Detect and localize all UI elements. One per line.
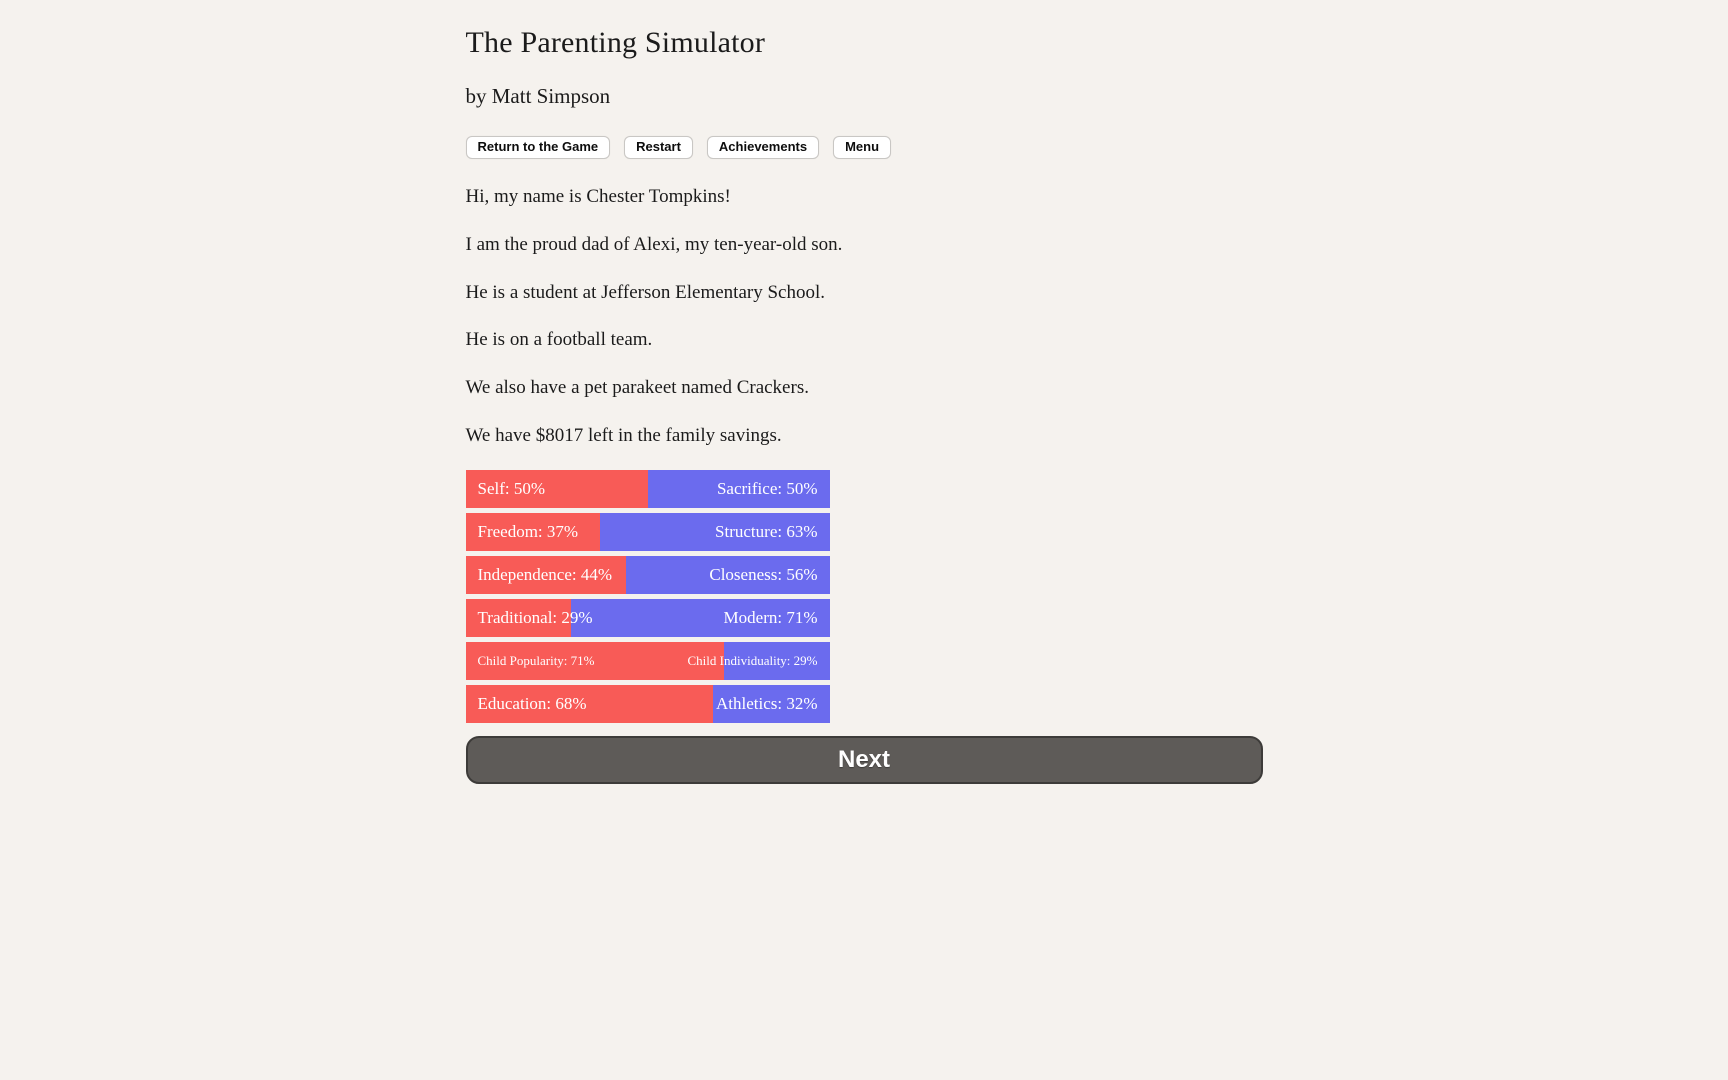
story-paragraph: We also have a pet parakeet named Cracke… [465, 376, 809, 398]
stat-right-label: Structure: 63% [715, 522, 818, 542]
stat-bars: Self: 50% Sacrifice: 50% Freedom: 37% St… [465, 470, 830, 724]
story-paragraph: We have $8017 left in the family savings… [465, 424, 782, 446]
stat-left-label: Traditional: 29% [477, 608, 593, 628]
story-paragraph: He is on a football team. [465, 329, 653, 351]
stat-left-label: Self: 50% [477, 479, 546, 499]
stat-bar-freedom-structure: Freedom: 37% Structure: 63% [465, 513, 830, 552]
stat-bar-left-fill [465, 513, 601, 552]
stat-bar-self-sacrifice: Self: 50% Sacrifice: 50% [465, 470, 830, 509]
stat-bar-education-athletics: Education: 68% Athletics: 32% [465, 685, 830, 724]
stat-right-label: Modern: 71% [723, 608, 818, 628]
stat-left-label: Freedom: 37% [477, 522, 579, 542]
achievements-button[interactable]: Achievements [706, 136, 820, 160]
stat-right-label: Closeness: 56% [709, 565, 818, 585]
stat-bar-left-fill [465, 642, 724, 681]
stat-right-label: Sacrifice: 50% [716, 479, 818, 499]
story-paragraph: Hi, my name is Chester Tompkins! [465, 186, 731, 208]
stat-left-label: Education: 68% [477, 694, 587, 714]
game-author: by Matt Simpson [465, 84, 611, 108]
stat-bar-independence-closeness: Independence: 44% Closeness: 56% [465, 556, 830, 595]
story-paragraph: I am the proud dad of Alexi, my ten-year… [465, 233, 843, 255]
next-button[interactable]: Next [465, 736, 1263, 785]
restart-button[interactable]: Restart [624, 136, 693, 160]
return-to-game-button[interactable]: Return to the Game [465, 136, 611, 160]
stat-right-label: Athletics: 32% [715, 694, 818, 714]
stat-right-label: Child Individuality: 29% [687, 653, 818, 669]
menu-button[interactable]: Menu [833, 136, 892, 160]
stat-left-label: Child Popularity: 71% [477, 653, 595, 669]
stat-bar-popularity-individuality: Child Popularity: 71% Child Individualit… [465, 642, 830, 681]
story-paragraph: He is a student at Jefferson Elementary … [465, 281, 826, 303]
stat-bar-left-fill [465, 599, 572, 638]
stat-bar-left-fill [465, 685, 714, 724]
stat-bar-traditional-modern: Traditional: 29% Modern: 71% [465, 599, 830, 638]
stat-bar-left-fill [465, 556, 626, 595]
game-title: The Parenting Simulator [465, 26, 766, 59]
stat-bar-left-fill [465, 470, 648, 509]
story-text: Hi, my name is Chester Tompkins! I am th… [466, 184, 1263, 448]
toolbar: Return to the Game Restart Achievements … [465, 136, 1263, 160]
stat-left-label: Independence: 44% [477, 565, 613, 585]
content-column: The Parenting Simulator by Matt Simpson … [465, 0, 1263, 785]
